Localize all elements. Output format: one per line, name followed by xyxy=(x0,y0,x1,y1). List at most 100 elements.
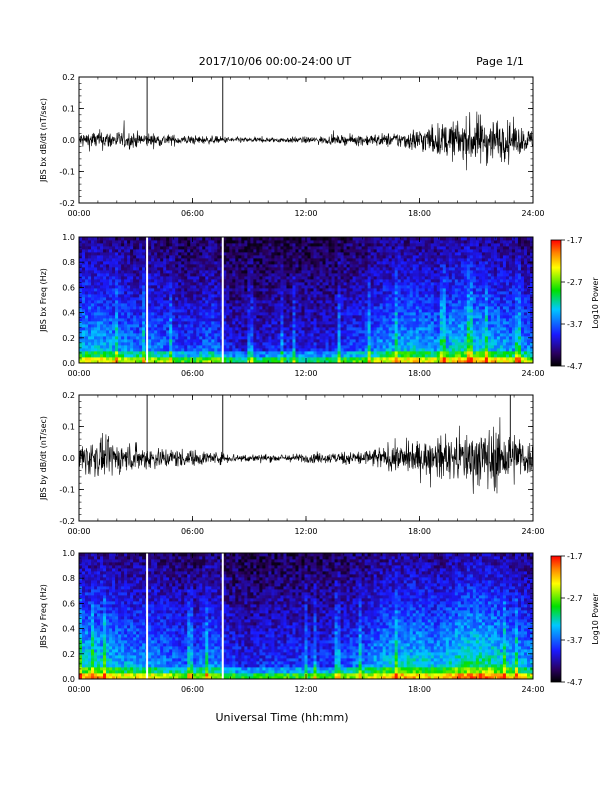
spectrogram-cell xyxy=(79,318,83,322)
spectrogram-cell xyxy=(172,336,176,340)
spectrogram-cell xyxy=(214,297,218,301)
spectrogram-cell xyxy=(214,342,218,346)
spectrogram-cell xyxy=(385,258,390,262)
spectrogram-cell xyxy=(112,285,116,289)
spectrogram-cell xyxy=(247,357,251,361)
spectrogram-cell xyxy=(292,240,296,244)
spectrogram-cell xyxy=(274,354,278,358)
spectrogram-cell xyxy=(409,312,414,316)
spectrogram-cell xyxy=(424,330,429,334)
spectrogram-cell xyxy=(406,342,411,346)
spectrogram-cell xyxy=(247,351,251,355)
spectrogram-cell xyxy=(172,258,176,262)
spectrogram-cell xyxy=(100,252,104,256)
spectrogram-cell xyxy=(244,357,248,361)
spectrogram-cell xyxy=(178,273,182,277)
spectrogram-cell xyxy=(304,270,308,274)
spectrogram-cell xyxy=(205,348,209,352)
spectrogram-cell xyxy=(310,288,314,292)
spectrogram-cell xyxy=(391,294,396,298)
spectrogram-cell xyxy=(136,360,140,364)
spectrogram-cell xyxy=(418,303,423,307)
spectrogram-cell xyxy=(391,354,396,358)
spectrogram-cell xyxy=(352,306,357,310)
spectrogram-cell xyxy=(136,345,140,349)
spectrogram-cell xyxy=(148,294,152,298)
spectrogram-cell xyxy=(406,357,411,361)
spectrogram-cell xyxy=(301,336,305,340)
spectrogram-cell xyxy=(100,318,104,322)
spectrogram-cell xyxy=(403,348,408,352)
spectrogram-cell xyxy=(307,261,311,265)
spectrogram-cell xyxy=(253,264,257,268)
spectrogram-cell xyxy=(208,246,212,250)
spectrogram-cell xyxy=(196,309,200,313)
spectrogram-cell xyxy=(154,267,158,271)
spectrogram-cell xyxy=(382,246,387,250)
spectrogram-cell xyxy=(301,333,305,337)
spectrogram-cell xyxy=(337,246,341,250)
spectrogram-cell xyxy=(151,354,155,358)
spectrogram-cell xyxy=(346,339,350,343)
spectrogram-cell xyxy=(418,357,423,361)
spectrogram-cell xyxy=(295,336,299,340)
spectrogram-cell xyxy=(346,270,350,274)
spectrogram-cell xyxy=(232,327,236,331)
spectrogram-cell xyxy=(223,360,227,364)
spectrogram-cell xyxy=(373,327,378,331)
spectrogram-cell xyxy=(103,237,107,241)
spectrogram-cell xyxy=(115,315,119,319)
spectrogram-cell xyxy=(334,303,338,307)
spectrogram-cell xyxy=(163,333,167,337)
spectrogram-cell xyxy=(100,345,104,349)
spectrogram-cell xyxy=(247,303,251,307)
spectrogram-cell xyxy=(187,351,191,355)
spectrogram-cell xyxy=(328,258,332,262)
spectrogram-cell xyxy=(127,315,131,319)
spectrogram-cell xyxy=(193,354,197,358)
spectrogram-cell xyxy=(91,237,95,241)
spectrogram-cell xyxy=(130,306,134,310)
spectrogram-cell xyxy=(100,237,104,241)
spectrogram-cell xyxy=(133,297,137,301)
spectrogram-cell xyxy=(400,288,405,292)
spectrogram-cell xyxy=(400,258,405,262)
spectrogram-cell xyxy=(163,276,167,280)
spectrogram-cell xyxy=(130,243,134,247)
spectrogram-cell xyxy=(310,321,314,325)
spectrogram-cell xyxy=(304,243,308,247)
spectrogram-cell xyxy=(304,303,308,307)
spectrogram-cell xyxy=(307,240,311,244)
spectrogram-cell xyxy=(94,318,98,322)
spectrogram-cell xyxy=(346,288,350,292)
spectrogram-cell xyxy=(331,252,335,256)
spectrogram-cell xyxy=(187,258,191,262)
spectrogram-cell xyxy=(256,360,260,364)
spectrogram-cell xyxy=(175,333,179,337)
spectrogram-cell xyxy=(397,249,402,253)
spectrogram-cell xyxy=(115,354,119,358)
spectrogram-cell xyxy=(307,324,311,328)
spectrogram-cell xyxy=(406,264,411,268)
spectrogram-cell xyxy=(190,294,194,298)
spectrogram-cell xyxy=(406,348,411,352)
spectrogram-cell xyxy=(343,306,347,310)
spectrogram-cell xyxy=(259,291,263,295)
spectrogram-cell xyxy=(310,273,314,277)
spectrogram-cell xyxy=(331,279,335,283)
spectrogram-cell xyxy=(163,267,167,271)
spectrogram-cell xyxy=(244,297,248,301)
spectrogram-cell xyxy=(337,333,341,337)
spectrogram-cell xyxy=(190,300,194,304)
spectrogram-cell xyxy=(349,258,354,262)
spectrogram-cell xyxy=(232,267,236,271)
spectrogram-cell xyxy=(391,309,396,313)
spectrogram-cell xyxy=(178,246,182,250)
spectrogram-cell xyxy=(97,291,101,295)
spectrogram-cell xyxy=(253,333,257,337)
spectrogram-cell xyxy=(358,255,363,259)
spectrogram-cell xyxy=(247,249,251,253)
spectrogram-cell xyxy=(292,342,296,346)
spectrogram-cell xyxy=(217,258,221,262)
spectrogram-cell xyxy=(328,261,332,265)
